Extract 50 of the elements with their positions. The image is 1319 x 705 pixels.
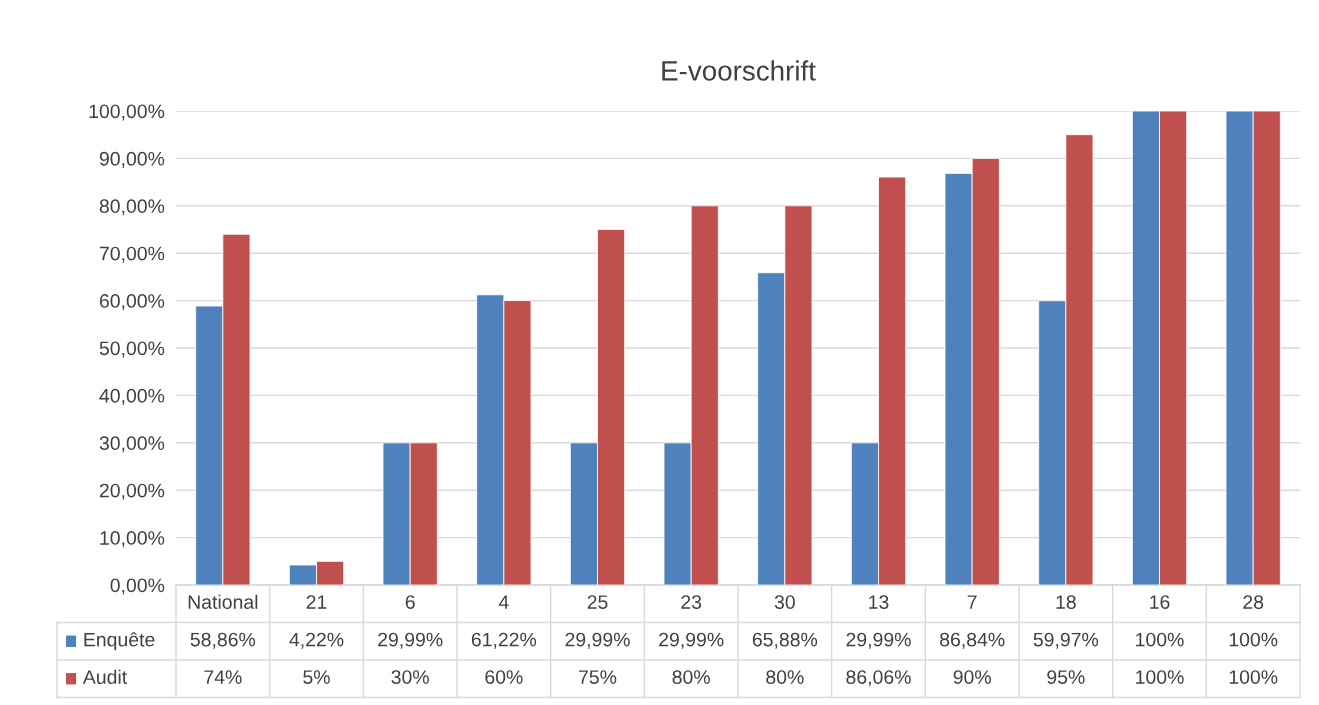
y-tick-label: 60,00%: [99, 294, 165, 311]
data-label: 29,99%: [565, 632, 630, 649]
data-label: 100%: [1229, 670, 1278, 684]
data-label: 74%: [204, 670, 242, 684]
x-tick-label: 13: [869, 595, 889, 609]
x-tick-label: 18: [1056, 595, 1076, 609]
legend-label: Audit: [82, 669, 128, 684]
x-tick-label: 25: [587, 595, 608, 609]
data-label: 60%: [485, 670, 523, 684]
data-label: 100%: [1136, 670, 1184, 684]
data-label: 75%: [579, 670, 617, 684]
x-tick-label: 4: [498, 595, 509, 609]
data-label: 86,06%: [846, 670, 911, 687]
x-tick-label: 28: [1243, 595, 1264, 609]
x-tick-label: 21: [306, 595, 327, 609]
x-tick-label: 6: [405, 595, 415, 609]
y-tick-label: 20,00%: [99, 483, 165, 500]
data-label: 80%: [672, 670, 710, 684]
data-label: 29,99%: [846, 632, 911, 649]
data-label: 29,99%: [378, 632, 443, 649]
data-label: 5%: [303, 670, 330, 684]
data-label: 59,97%: [1033, 632, 1099, 649]
data-label: 95%: [1047, 670, 1085, 684]
y-tick-label: 90,00%: [99, 151, 165, 168]
data-label: 30%: [391, 670, 429, 684]
data-label: 4,22%: [289, 632, 344, 649]
data-label: 90%: [953, 670, 991, 684]
chart-title: E-voorschrift: [662, 60, 816, 81]
x-tick-label: National: [188, 594, 258, 609]
data-label: 29,99%: [659, 632, 724, 649]
x-tick-label: 16: [1150, 595, 1170, 609]
data-label: 58,86%: [190, 632, 256, 649]
x-tick-label: 30: [774, 595, 795, 609]
y-tick-label: 50,00%: [99, 341, 165, 358]
data-label: 65,88%: [752, 632, 818, 649]
data-label: 86,84%: [940, 632, 1005, 649]
data-label: 80%: [766, 670, 804, 684]
data-label: 61,22%: [471, 632, 537, 649]
y-tick-label: 10,00%: [100, 531, 165, 548]
legend-label: Enquête: [84, 632, 155, 651]
y-tick-label: 30,00%: [99, 436, 165, 453]
y-tick-label: 80,00%: [99, 199, 165, 216]
y-tick-label: 100,00%: [89, 104, 165, 121]
data-label: 100%: [1136, 632, 1184, 647]
x-tick-label: 23: [681, 595, 702, 609]
y-tick-label: 40,00%: [99, 388, 165, 405]
x-tick-label: 7: [967, 595, 977, 609]
data-label: 100%: [1229, 632, 1278, 647]
y-tick-label: 70,00%: [99, 246, 165, 263]
y-tick-label: 0,00%: [110, 578, 165, 595]
